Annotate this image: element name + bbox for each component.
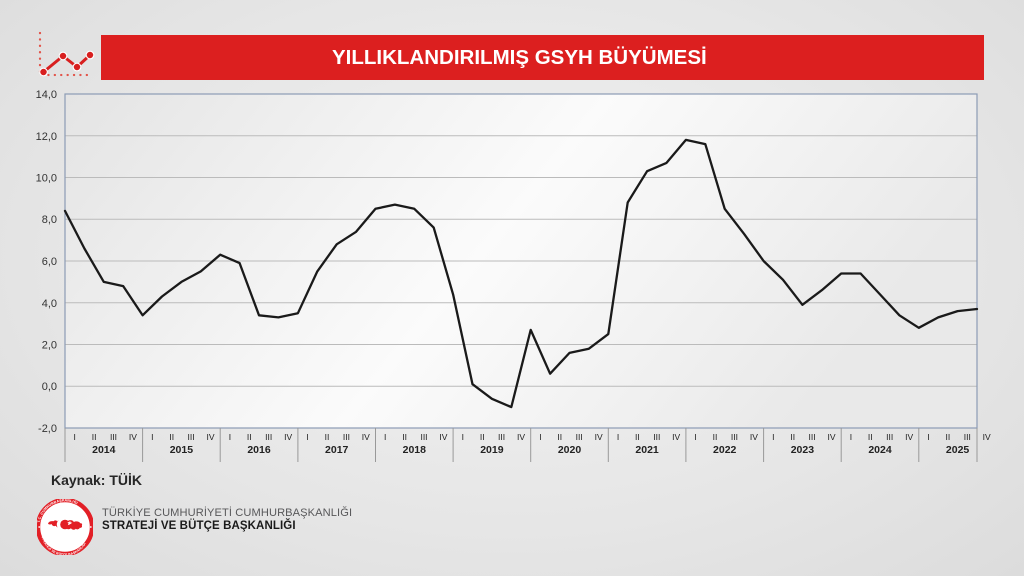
svg-text:IV: IV bbox=[439, 432, 447, 442]
svg-text:I: I bbox=[850, 432, 852, 442]
svg-text:IV: IV bbox=[595, 432, 603, 442]
svg-text:I: I bbox=[617, 432, 619, 442]
svg-text:III: III bbox=[964, 432, 971, 442]
svg-text:III: III bbox=[265, 432, 272, 442]
svg-text:2020: 2020 bbox=[558, 444, 582, 456]
svg-text:IV: IV bbox=[284, 432, 292, 442]
svg-text:II: II bbox=[635, 432, 640, 442]
svg-text:2021: 2021 bbox=[635, 444, 659, 456]
svg-text:2015: 2015 bbox=[170, 444, 194, 456]
svg-text:II: II bbox=[402, 432, 407, 442]
svg-text:I: I bbox=[384, 432, 386, 442]
svg-text:III: III bbox=[886, 432, 893, 442]
svg-text:2,0: 2,0 bbox=[42, 340, 57, 352]
svg-text:14,0: 14,0 bbox=[36, 89, 57, 101]
svg-text:III: III bbox=[731, 432, 738, 442]
svg-text:III: III bbox=[420, 432, 427, 442]
svg-text:IV: IV bbox=[672, 432, 680, 442]
svg-text:II: II bbox=[868, 432, 873, 442]
svg-text:IV: IV bbox=[129, 432, 137, 442]
svg-text:II: II bbox=[946, 432, 951, 442]
svg-text:I: I bbox=[306, 432, 308, 442]
svg-text:2016: 2016 bbox=[247, 444, 271, 456]
svg-text:III: III bbox=[110, 432, 117, 442]
svg-text:2017: 2017 bbox=[325, 444, 349, 456]
svg-text:6,0: 6,0 bbox=[42, 256, 57, 268]
svg-text:2023: 2023 bbox=[791, 444, 815, 456]
svg-text:IV: IV bbox=[905, 432, 913, 442]
svg-text:IV: IV bbox=[206, 432, 214, 442]
svg-text:2018: 2018 bbox=[403, 444, 427, 456]
svg-text:II: II bbox=[713, 432, 718, 442]
svg-text:II: II bbox=[92, 432, 97, 442]
svg-text:2025: 2025 bbox=[946, 444, 970, 456]
svg-text:III: III bbox=[653, 432, 660, 442]
svg-text:2024: 2024 bbox=[868, 444, 892, 456]
svg-text:II: II bbox=[169, 432, 174, 442]
svg-text:I: I bbox=[462, 432, 464, 442]
svg-text:IV: IV bbox=[517, 432, 525, 442]
svg-text:-2,0: -2,0 bbox=[38, 423, 57, 435]
svg-text:2014: 2014 bbox=[92, 444, 116, 456]
svg-text:III: III bbox=[188, 432, 195, 442]
svg-text:III: III bbox=[809, 432, 816, 442]
svg-text:II: II bbox=[325, 432, 330, 442]
svg-text:III: III bbox=[576, 432, 583, 442]
svg-text:I: I bbox=[74, 432, 76, 442]
svg-text:4,0: 4,0 bbox=[42, 298, 57, 310]
svg-text:I: I bbox=[229, 432, 231, 442]
svg-text:I: I bbox=[539, 432, 541, 442]
svg-text:II: II bbox=[247, 432, 252, 442]
svg-text:2022: 2022 bbox=[713, 444, 737, 456]
svg-text:II: II bbox=[480, 432, 485, 442]
svg-text:2019: 2019 bbox=[480, 444, 504, 456]
svg-text:III: III bbox=[343, 432, 350, 442]
svg-text:II: II bbox=[557, 432, 562, 442]
svg-text:12,0: 12,0 bbox=[36, 131, 57, 143]
svg-text:I: I bbox=[772, 432, 774, 442]
svg-text:IV: IV bbox=[362, 432, 370, 442]
svg-text:IV: IV bbox=[983, 432, 991, 442]
svg-text:IV: IV bbox=[750, 432, 758, 442]
svg-text:I: I bbox=[927, 432, 929, 442]
svg-text:I: I bbox=[151, 432, 153, 442]
svg-text:0,0: 0,0 bbox=[42, 381, 57, 393]
svg-text:III: III bbox=[498, 432, 505, 442]
svg-text:10,0: 10,0 bbox=[36, 173, 57, 185]
svg-text:8,0: 8,0 bbox=[42, 214, 57, 226]
svg-text:IV: IV bbox=[827, 432, 835, 442]
svg-text:II: II bbox=[790, 432, 795, 442]
svg-text:I: I bbox=[694, 432, 696, 442]
